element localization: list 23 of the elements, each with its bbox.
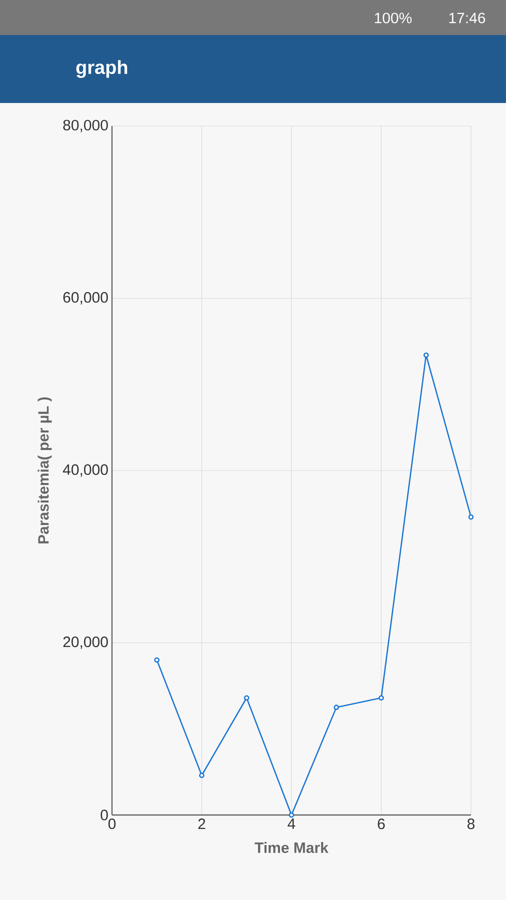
x-tick-label: 8 [467, 818, 474, 830]
point [378, 695, 384, 701]
chart-title: graph [76, 60, 128, 78]
x-axis-title: Time Mark [254, 842, 328, 854]
x-tick-label: 2 [198, 818, 206, 829]
point [154, 657, 160, 663]
point [334, 704, 340, 710]
x-tick-label: 4 [288, 818, 296, 829]
y-tick-label: 80,000 [63, 120, 108, 132]
point [468, 514, 474, 520]
x-tick-label: 6 [378, 818, 385, 830]
y-tick-label: 40,000 [62, 464, 108, 477]
y-tick-label: 0 [100, 810, 108, 820]
y-axis-title: Parasitemia( per µL ) [38, 397, 52, 544]
point [244, 695, 250, 701]
point [288, 812, 294, 818]
point [423, 352, 429, 358]
x-tick-label: 0 [108, 818, 116, 830]
point [199, 772, 204, 778]
text: 17:46 [449, 12, 486, 24]
y-tick-label: 60,000 [63, 292, 108, 304]
text: 100% [374, 12, 412, 24]
y-tick-label: 20,000 [63, 636, 108, 649]
